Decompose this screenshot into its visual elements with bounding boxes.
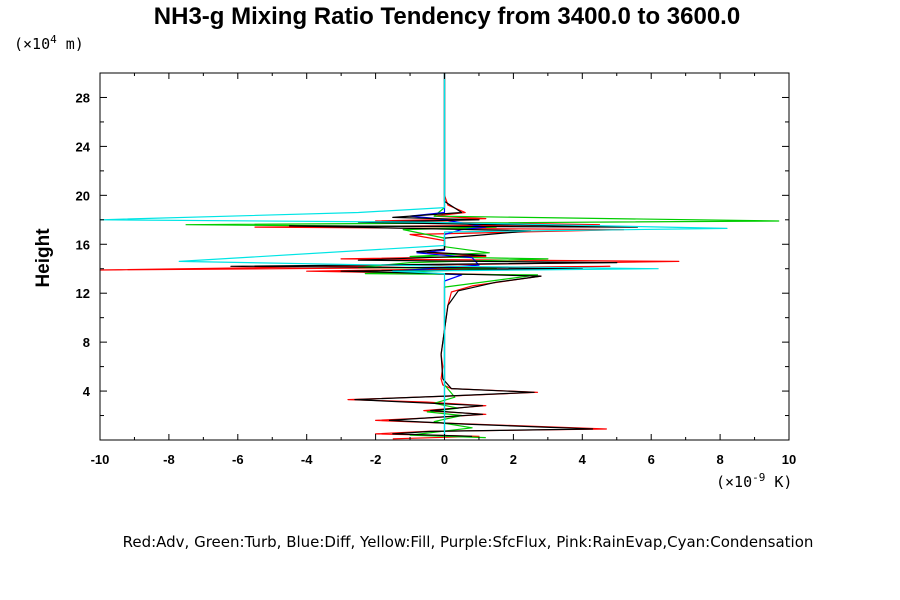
x-tick-label: -10 bbox=[91, 452, 110, 467]
series-condensation-line bbox=[99, 73, 728, 438]
x-tick-label: -2 bbox=[370, 452, 382, 467]
chart-title: NH3-g Mixing Ratio Tendency from 3400.0 … bbox=[154, 3, 740, 30]
x-tick-label: -8 bbox=[163, 452, 175, 467]
series-adv-line bbox=[99, 73, 680, 440]
x-unit: (×10-9 K) bbox=[716, 471, 792, 491]
y-tick-label: 20 bbox=[76, 188, 90, 203]
x-tick-label: 4 bbox=[579, 452, 587, 467]
legend: Red:Adv, Green:Turb, Blue:Diff, Yellow:F… bbox=[123, 533, 814, 551]
x-tick-label: -4 bbox=[301, 452, 313, 467]
y-tick-label: 28 bbox=[76, 90, 90, 105]
y-tick-label: 4 bbox=[83, 384, 91, 399]
x-tick-label: 8 bbox=[716, 452, 723, 467]
y-tick-label: 24 bbox=[76, 139, 91, 154]
x-tick-label: 10 bbox=[782, 452, 796, 467]
y-tick-label: 16 bbox=[76, 237, 90, 252]
y-tick-label: 8 bbox=[83, 335, 90, 350]
x-tick-label: 2 bbox=[510, 452, 517, 467]
series-black-line bbox=[230, 73, 638, 437]
plot-area bbox=[99, 73, 780, 440]
x-tick-label: 6 bbox=[648, 452, 655, 467]
y-axis-label: Height bbox=[33, 228, 54, 288]
x-tick-label: 0 bbox=[441, 452, 448, 467]
y-tick-label: 12 bbox=[76, 286, 90, 301]
y-unit: (×104 m) bbox=[14, 33, 84, 53]
x-tick-label: -6 bbox=[232, 452, 244, 467]
